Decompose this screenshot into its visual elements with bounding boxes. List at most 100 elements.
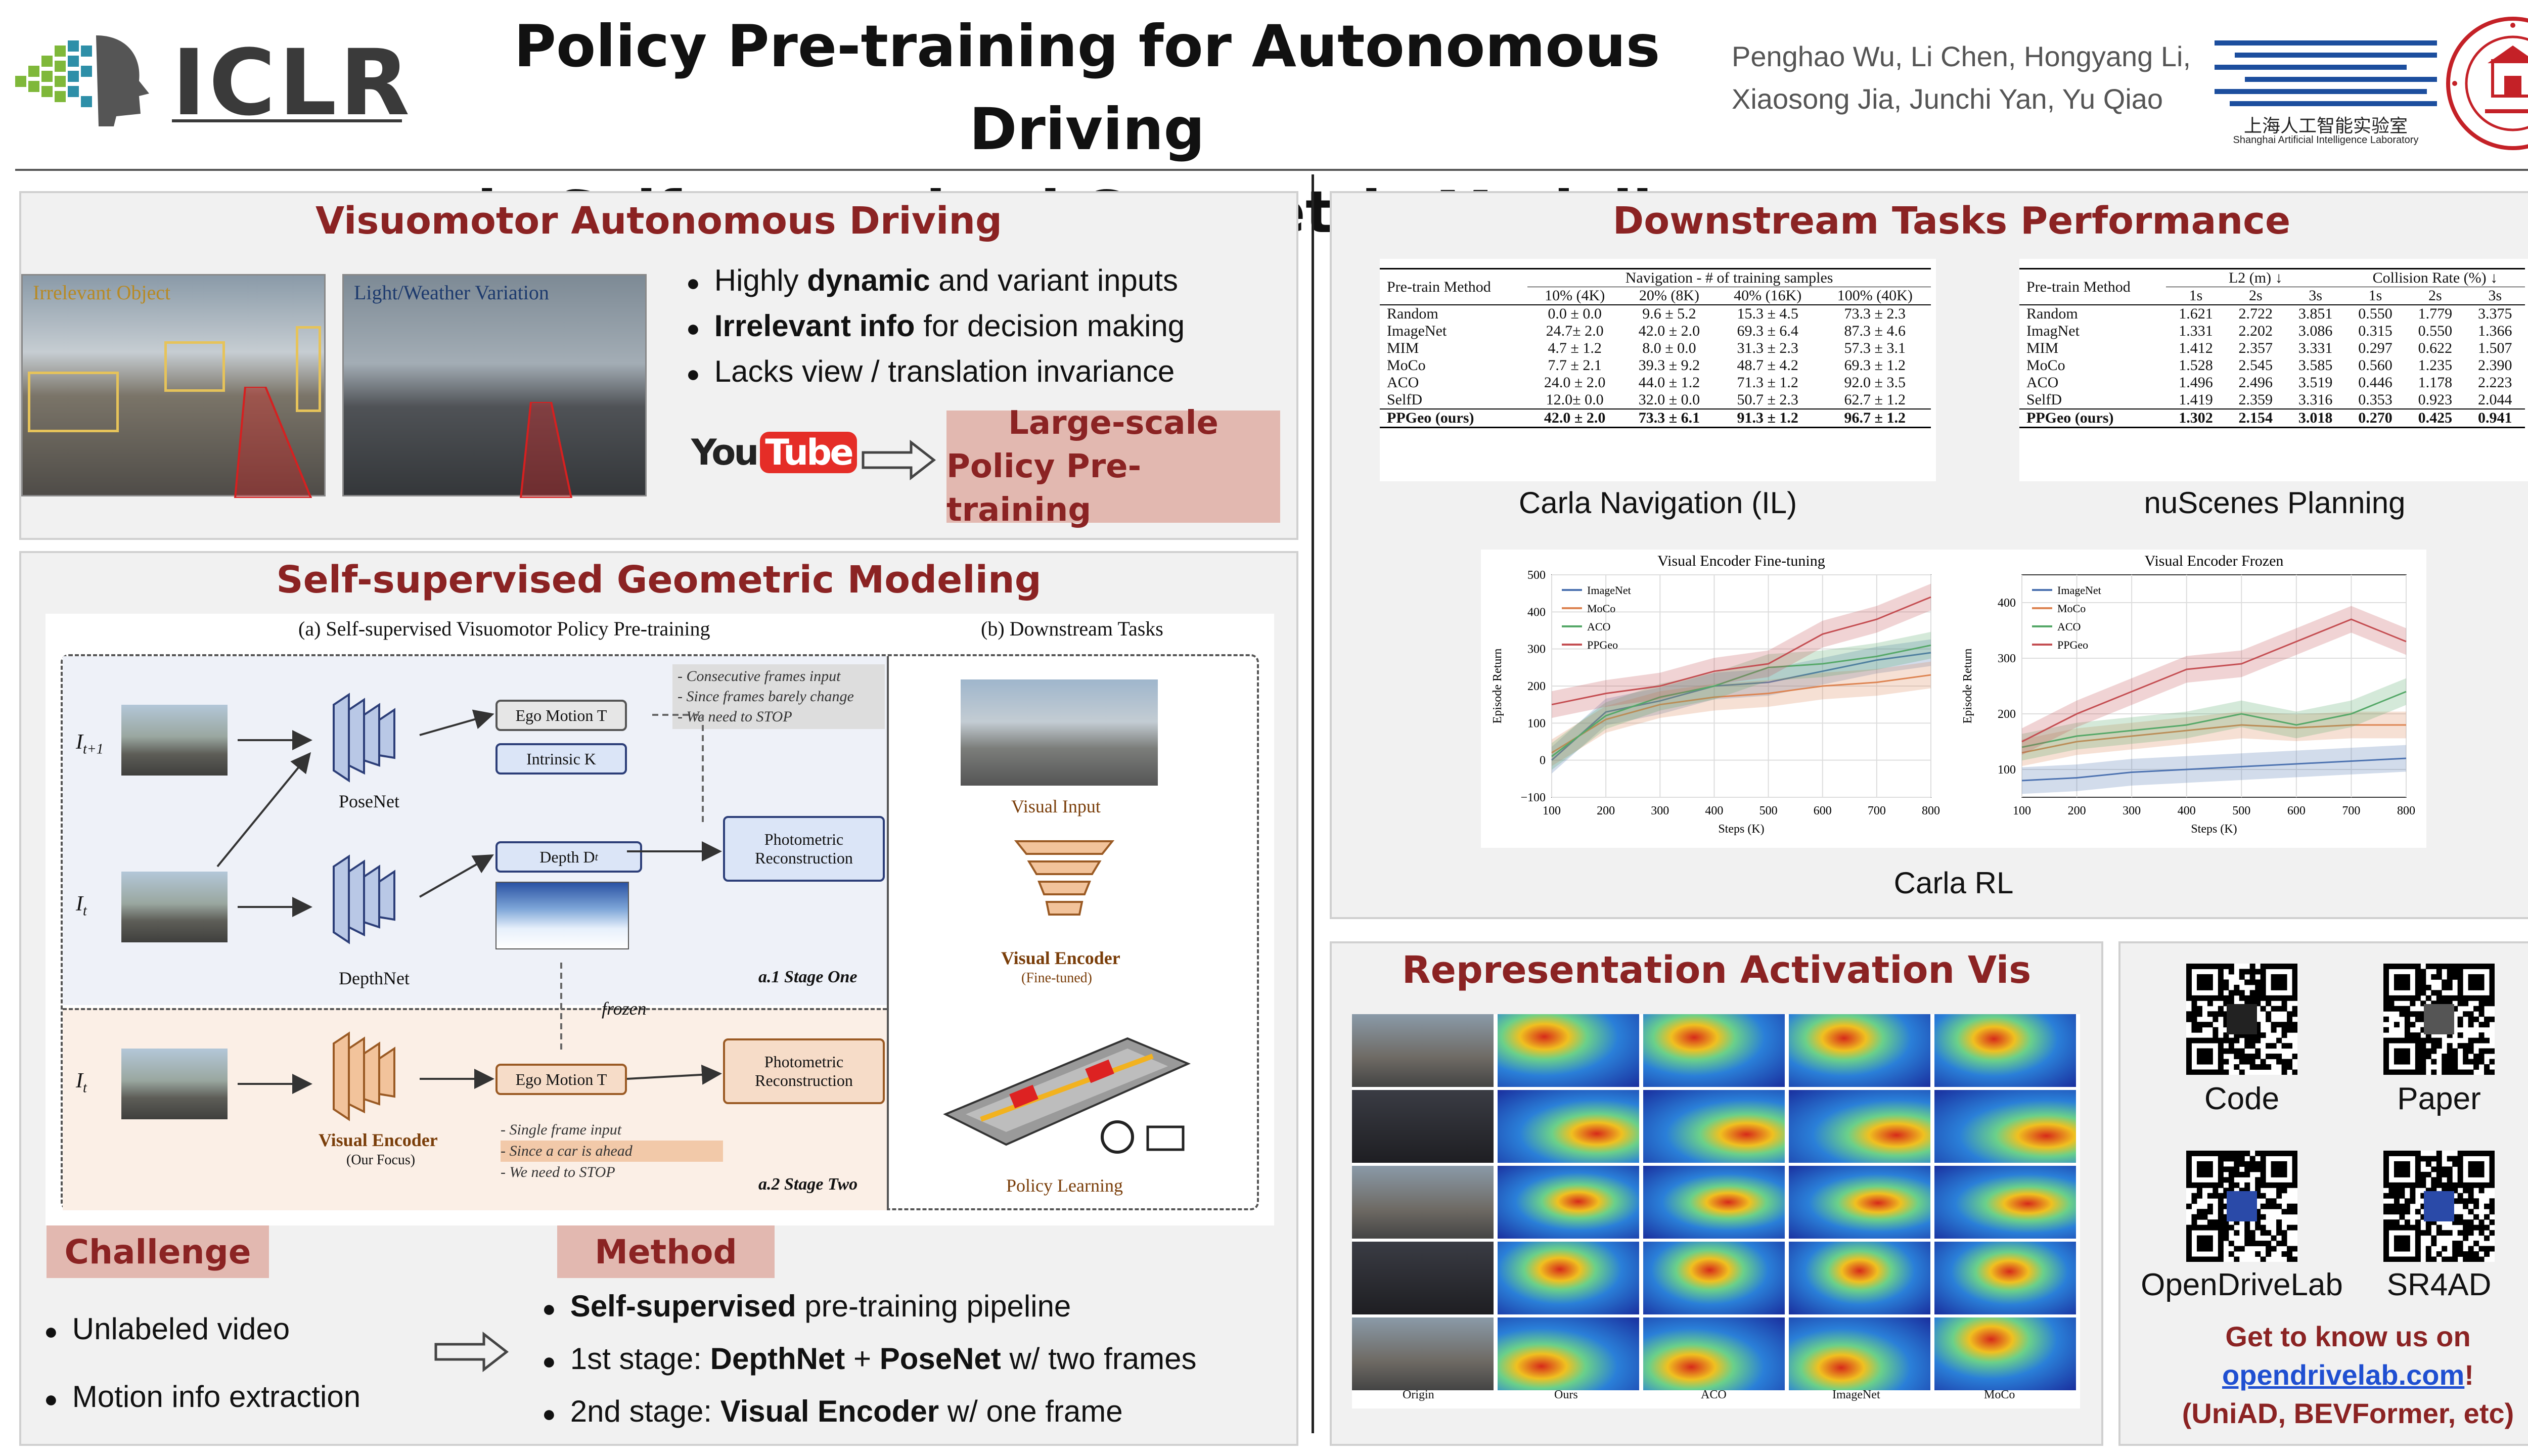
qr-module xyxy=(2431,1059,2437,1065)
qr-code-code[interactable] xyxy=(2186,964,2298,1075)
code-label[interactable]: Code xyxy=(2204,1081,2280,1116)
qr-module xyxy=(2415,1064,2421,1070)
qr-module xyxy=(2478,1224,2485,1231)
qr-module xyxy=(2191,1198,2197,1204)
qr-module xyxy=(2420,1011,2426,1017)
qr-module xyxy=(2383,974,2389,980)
qr-module xyxy=(2196,1054,2202,1060)
qr-module xyxy=(2436,1182,2442,1188)
qr-module xyxy=(2404,1037,2410,1043)
qr-module xyxy=(2281,1251,2287,1257)
qr-module xyxy=(2457,1177,2463,1183)
qr-code-opendrivelab[interactable] xyxy=(2186,1151,2298,1262)
qr-module xyxy=(2213,1016,2219,1022)
sr4ad-label[interactable]: SR4AD xyxy=(2386,1267,2492,1302)
qr-module xyxy=(2463,1182,2469,1188)
qr-module xyxy=(2425,1032,2431,1038)
visual-input-image xyxy=(961,679,1158,786)
y-tick-label: −100 xyxy=(1520,791,1546,804)
qr-module xyxy=(2202,1214,2208,1220)
label-origin: Origin xyxy=(1403,1388,1434,1401)
origin-image xyxy=(1352,1166,1494,1239)
chart-fine-tuning: Visual Encoder Fine-tuning 100 200 300 400 50… xyxy=(1491,553,1940,836)
qr-module xyxy=(2281,1171,2287,1177)
table-cell: 12.0± 0.0 xyxy=(1546,391,1604,408)
qr-module xyxy=(2452,969,2458,975)
qr-module xyxy=(2399,1188,2405,1194)
qr-module xyxy=(2447,1171,2453,1177)
qr-module xyxy=(2266,1203,2272,1209)
bullet-bold: dynamic xyxy=(807,263,930,297)
table-cell: 2.390 xyxy=(2478,357,2512,374)
table-row: Random 0.0 ± 0.0 9.6 ± 5.2 15.3 ± 4.5 73.3 ±… xyxy=(1380,305,1931,323)
table-cell: 42.0 ± 2.0 xyxy=(1638,323,1700,339)
qr-module xyxy=(2202,1182,2208,1188)
method-item: Self-supervised pre-training pipeline xyxy=(542,1281,1197,1334)
table-header-row: Pre-train Method L2 (m) ↓ Collision Rate… xyxy=(2019,268,2525,305)
qr-module xyxy=(2394,1161,2400,1167)
table-cell: 3.086 xyxy=(2298,323,2333,339)
qr-module xyxy=(2394,1182,2400,1188)
qr-module xyxy=(2213,1193,2219,1199)
table-cell: 0.550 xyxy=(2358,305,2392,322)
qr-module xyxy=(2186,1016,2192,1022)
qr-module xyxy=(2447,1069,2453,1075)
qr-module xyxy=(2266,1043,2272,1049)
qr-module xyxy=(2228,1037,2234,1043)
qr-module xyxy=(2383,1246,2389,1252)
qr-module xyxy=(2415,1037,2421,1043)
qr-module xyxy=(2196,1059,2202,1065)
qr-module xyxy=(2255,1224,2261,1231)
qr-module xyxy=(2196,1161,2202,1167)
lab-name-en: Shanghai Artificial Intelligence Laborat… xyxy=(2233,134,2419,146)
x-tick-label: 600 xyxy=(2287,804,2306,817)
qr-module xyxy=(2404,964,2410,969)
qr-module xyxy=(2452,1198,2458,1204)
qr-module xyxy=(2420,1027,2426,1033)
row-method: MIM xyxy=(1387,340,1419,356)
qr-module xyxy=(2207,1219,2213,1225)
qr-module xyxy=(2478,1219,2485,1225)
qr-module xyxy=(2223,1151,2229,1156)
opendrivelab-link[interactable]: opendrivelab.com xyxy=(2222,1359,2465,1391)
row-method: Random xyxy=(1387,305,1438,322)
depthnet-block-icon xyxy=(333,854,395,944)
qr-module xyxy=(2207,1161,2213,1167)
qr-module xyxy=(2394,1203,2400,1209)
table-cell: 3.585 xyxy=(2298,357,2333,374)
qr-code-sr4ad[interactable] xyxy=(2383,1151,2495,1262)
qr-module xyxy=(2186,1171,2192,1177)
qr-module xyxy=(2468,995,2474,1001)
opendrivelab-label[interactable]: OpenDriveLab xyxy=(2141,1267,2343,1302)
qr-module xyxy=(2260,1156,2266,1162)
qr-module xyxy=(2383,1054,2389,1060)
qr-module xyxy=(2260,1059,2266,1065)
qr-module xyxy=(2228,1043,2234,1049)
policy-learning-label: Policy Learning xyxy=(1006,1175,1123,1196)
qr-module xyxy=(2484,964,2490,969)
qr-module xyxy=(2399,1048,2405,1054)
qr-module xyxy=(2207,1011,2213,1017)
qr-module xyxy=(2218,1043,2224,1049)
qr-module xyxy=(2415,1016,2421,1022)
method-text: 1st stage: xyxy=(570,1342,710,1376)
qr-module xyxy=(2234,1246,2240,1252)
qr-code-paper[interactable] xyxy=(2383,964,2495,1075)
qr-module xyxy=(2447,1256,2453,1262)
qr-module xyxy=(2431,964,2437,969)
qr-module xyxy=(2457,964,2463,969)
qr-module xyxy=(2287,1246,2293,1252)
qr-module xyxy=(2260,974,2266,980)
paper-label[interactable]: Paper xyxy=(2397,1081,2481,1116)
qr-module xyxy=(2196,1188,2202,1194)
qr-module xyxy=(2218,1006,2224,1012)
qr-module xyxy=(2249,974,2255,980)
qr-module xyxy=(2260,1182,2266,1188)
qr-module xyxy=(2271,1166,2277,1172)
qr-module xyxy=(2276,1022,2282,1028)
qr-module xyxy=(2489,1048,2495,1054)
qr-module xyxy=(2447,969,2453,975)
qr-module xyxy=(2196,1166,2202,1172)
qr-module xyxy=(2415,1241,2421,1247)
qr-module xyxy=(2223,1032,2229,1038)
